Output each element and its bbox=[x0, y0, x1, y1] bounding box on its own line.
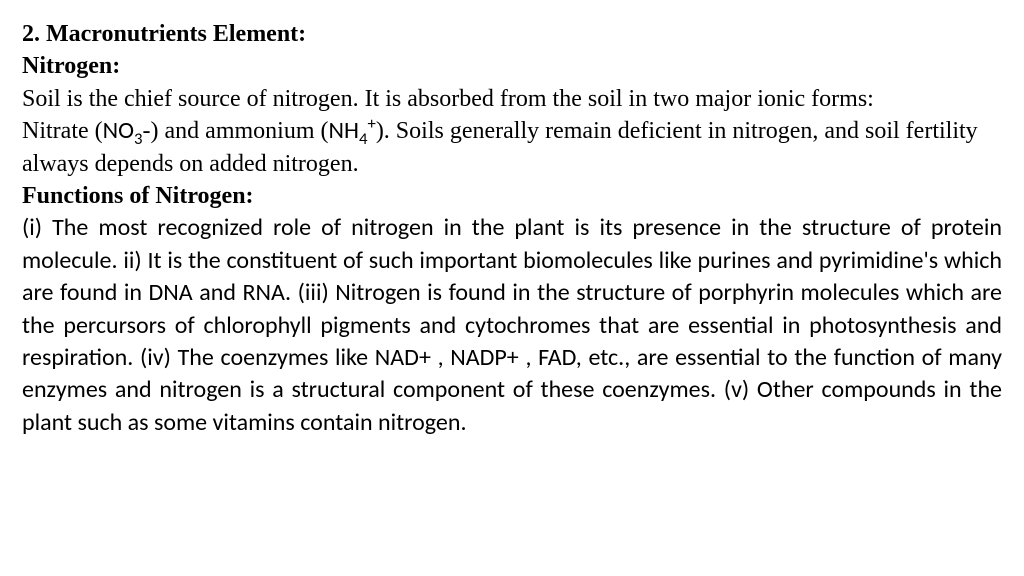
formula-prefix: Nitrate ( bbox=[22, 118, 103, 144]
nitrate-sub: 3 bbox=[134, 128, 143, 149]
functions-body: (i) The most recognized role of nitrogen… bbox=[22, 212, 1002, 439]
ammonium-base: NH bbox=[328, 116, 358, 145]
formula-line: Nitrate (NO3-) and ammonium (NH4+). Soil… bbox=[22, 115, 1002, 180]
formula-mid: -) and ammonium ( bbox=[143, 118, 329, 144]
nitrate-base: NO bbox=[103, 116, 134, 145]
section-heading: 2. Macronutrients Element: bbox=[22, 18, 1002, 50]
document-page: 2. Macronutrients Element: Nitrogen: Soi… bbox=[0, 0, 1024, 439]
intro-paragraph: Soil is the chief source of nitrogen. It… bbox=[22, 83, 1002, 115]
element-heading: Nitrogen: bbox=[22, 50, 1002, 82]
ammonium-sup: + bbox=[367, 113, 375, 134]
functions-heading: Functions of Nitrogen: bbox=[22, 180, 1002, 212]
